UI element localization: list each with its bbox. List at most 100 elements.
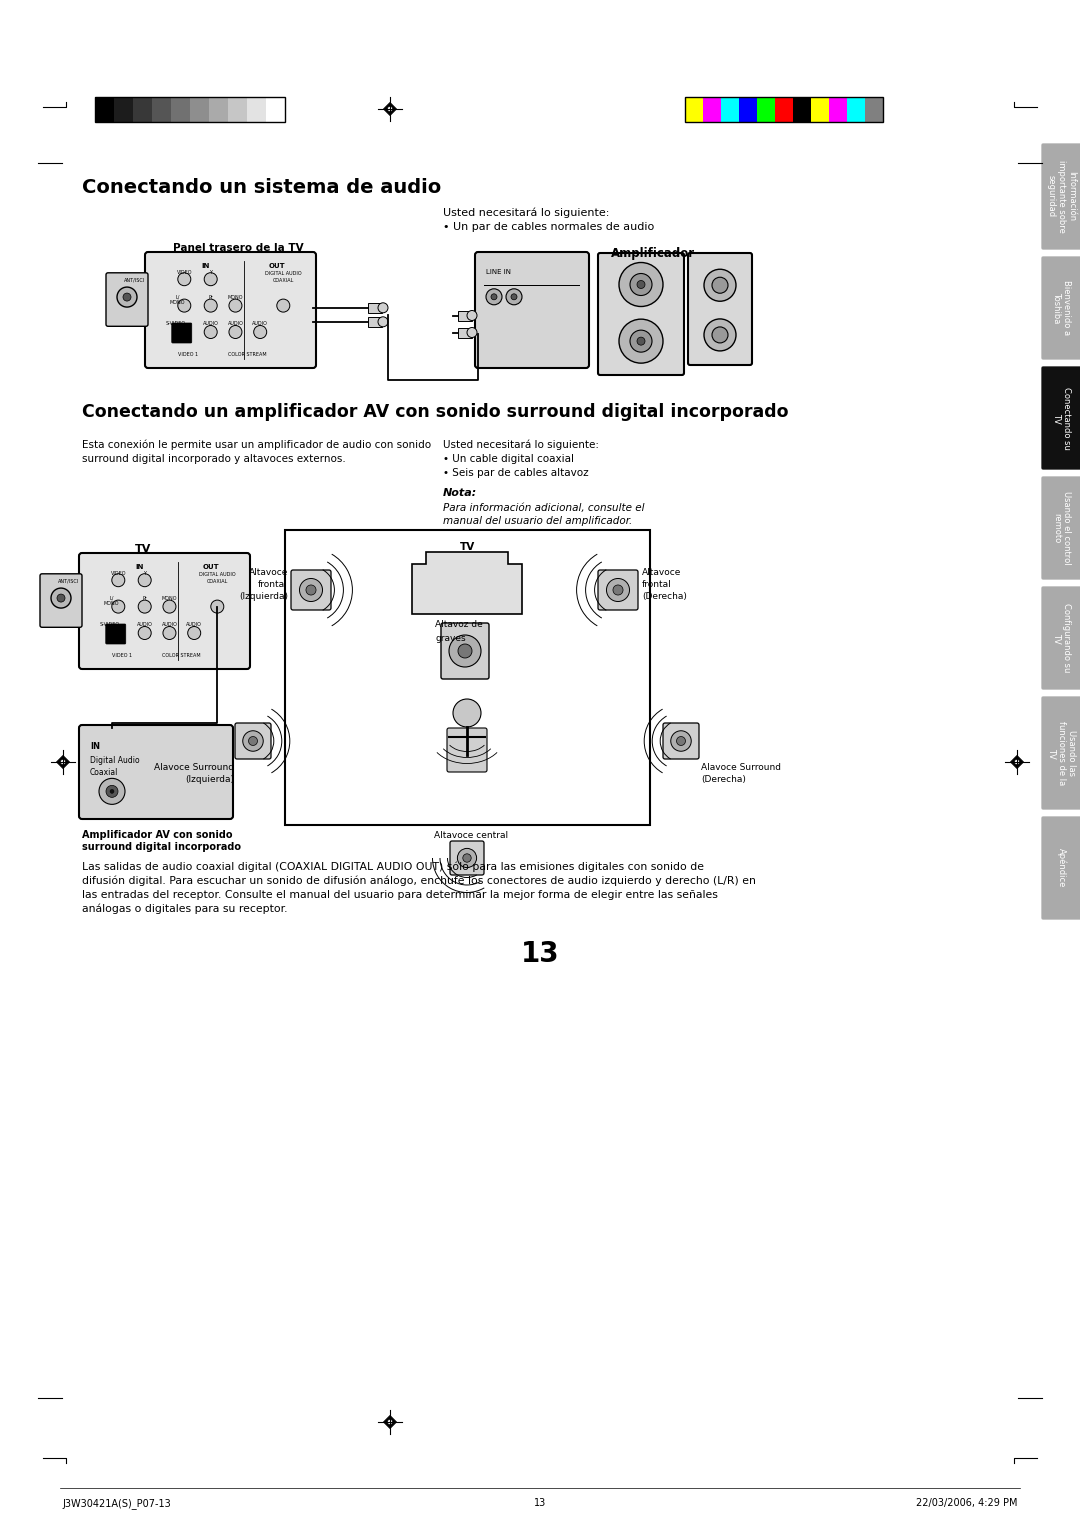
FancyBboxPatch shape [450,841,484,876]
FancyBboxPatch shape [1041,697,1080,810]
Bar [739,96,757,122]
Text: las entradas del receptor. Consulte el manual del usuario para determinar la mej: las entradas del receptor. Consulte el m… [82,890,718,900]
FancyBboxPatch shape [145,253,316,367]
Text: frontal: frontal [258,580,288,589]
Text: Bienvenido a
Toshiba: Bienvenido a Toshiba [1052,280,1071,335]
Circle shape [112,574,125,586]
Text: Las salidas de audio coaxial digital (COAXIAL DIGITAL AUDIO OUT) sólo para las e: Las salidas de audio coaxial digital (CO… [82,862,704,873]
Circle shape [388,106,393,112]
FancyBboxPatch shape [106,625,125,645]
Text: DIGITAL AUDIO: DIGITAL AUDIO [265,271,301,276]
Circle shape [306,585,316,596]
Bar [152,96,171,122]
Text: Pr: Pr [208,294,213,300]
Text: IN: IN [202,263,210,269]
Polygon shape [383,1415,396,1428]
Text: frontal: frontal [642,580,672,589]
FancyBboxPatch shape [441,623,489,680]
Circle shape [378,303,388,312]
Text: manual del usuario del amplificador.: manual del usuario del amplificador. [443,516,632,527]
FancyBboxPatch shape [79,553,249,669]
Text: (Derecha): (Derecha) [642,592,687,602]
Circle shape [299,579,323,602]
Circle shape [106,785,118,798]
Text: COLOR STREAM: COLOR STREAM [162,652,200,658]
Text: surround digital incorporado y altavoces externos.: surround digital incorporado y altavoces… [82,455,346,464]
Text: ANT/ISCI: ANT/ISCI [124,277,145,283]
Bar [721,96,739,122]
Bar [114,96,133,122]
Text: MONO: MONO [228,294,243,300]
Text: Altavoce: Altavoce [248,568,288,577]
FancyBboxPatch shape [106,273,148,326]
Circle shape [163,626,176,640]
Text: 22/03/2006, 4:29 PM: 22/03/2006, 4:29 PM [917,1497,1018,1508]
Text: OUT: OUT [202,563,219,570]
Circle shape [138,574,151,586]
Text: Usted necesitará lo siguiente:: Usted necesitará lo siguiente: [443,439,599,450]
Text: Alavoce Surround: Alavoce Surround [154,762,234,772]
Text: LINE IN: LINE IN [486,269,511,276]
Circle shape [378,317,388,326]
Bar [685,96,703,122]
Text: VIDEO: VIDEO [110,571,126,576]
Text: Usando las
funciones de la
TV: Usando las funciones de la TV [1047,721,1077,785]
Bar [685,96,883,122]
Circle shape [630,331,652,352]
Circle shape [463,854,471,862]
Polygon shape [1011,755,1024,769]
Bar [171,96,190,122]
Text: Usted necesitará lo siguiente:: Usted necesitará lo siguiente: [443,207,609,217]
Text: AUDIO: AUDIO [228,322,243,326]
Circle shape [204,273,217,286]
Circle shape [613,585,623,596]
Text: Configurando su
TV: Configurando su TV [1052,603,1071,672]
Text: 13: 13 [521,940,559,968]
Circle shape [607,579,630,602]
Circle shape [163,600,176,612]
FancyBboxPatch shape [79,726,233,819]
Text: Pr: Pr [143,596,147,600]
FancyBboxPatch shape [598,570,638,609]
Circle shape [178,273,191,286]
FancyBboxPatch shape [598,253,684,375]
Circle shape [138,626,151,640]
FancyBboxPatch shape [235,723,271,759]
Text: • Un par de cables normales de audio: • Un par de cables normales de audio [443,222,654,233]
Text: 13: 13 [534,1497,546,1508]
Text: S-VIDEO: S-VIDEO [166,322,186,326]
Text: Altavoz de: Altavoz de [435,620,483,629]
Text: COAXIAL: COAXIAL [206,579,228,583]
Text: Conectando un sistema de audio: Conectando un sistema de audio [82,178,442,197]
Circle shape [511,294,517,300]
Bar [458,311,472,320]
Circle shape [671,730,691,752]
Circle shape [229,299,242,312]
Circle shape [486,289,502,305]
Circle shape [229,326,242,338]
Text: J3W30421A(S)_P07-13: J3W30421A(S)_P07-13 [62,1497,171,1510]
Circle shape [138,600,151,612]
Text: análogas o digitales para su receptor.: análogas o digitales para su receptor. [82,903,287,914]
Circle shape [467,311,477,320]
Circle shape [204,299,217,312]
FancyBboxPatch shape [688,253,752,364]
Circle shape [637,337,645,344]
Bar [368,317,382,326]
Bar [811,96,829,122]
Text: MONO: MONO [162,596,177,600]
Bar [458,328,472,337]
Circle shape [110,790,114,793]
Circle shape [467,328,477,337]
Text: AUDIO: AUDIO [162,622,177,628]
Polygon shape [411,553,522,614]
Bar [757,96,775,122]
Circle shape [491,294,497,300]
Circle shape [712,328,728,343]
FancyBboxPatch shape [1041,256,1080,360]
Text: COAXIAL: COAXIAL [272,279,294,283]
Circle shape [211,600,224,612]
Circle shape [449,635,481,668]
Text: S-VIDEO: S-VIDEO [100,622,120,628]
Text: surround digital incorporado: surround digital incorporado [82,842,241,851]
